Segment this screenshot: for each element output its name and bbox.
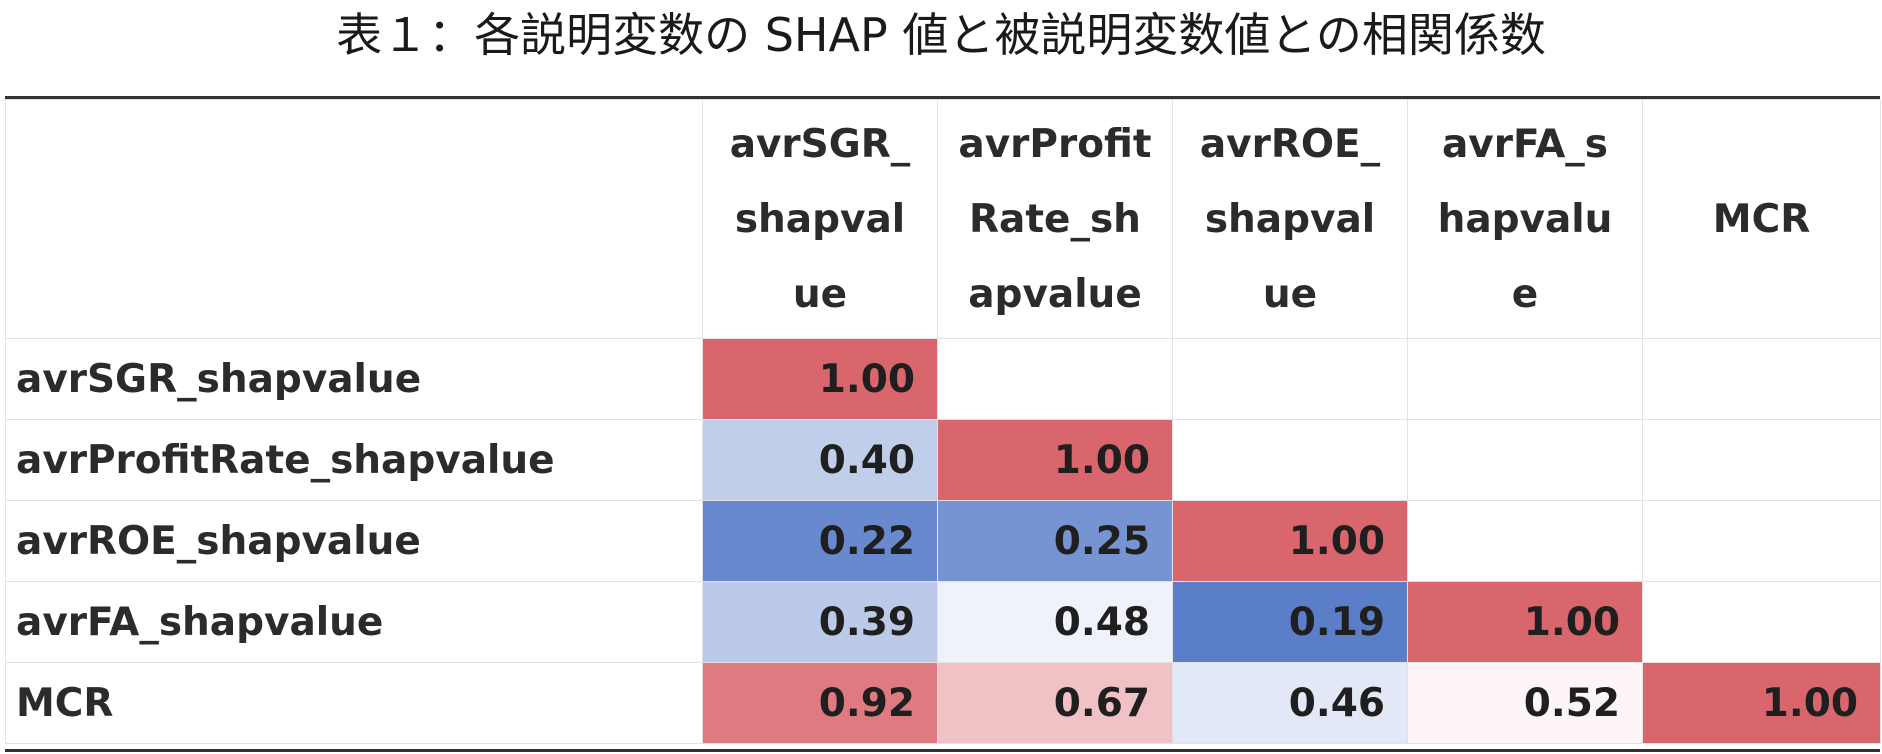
table-row: avrSGR_shapvalue 1.00	[5, 338, 1881, 420]
heatmap-cell: 0.22	[702, 500, 938, 582]
empty-cell	[1172, 419, 1408, 501]
heatmap-cell: 0.40	[702, 419, 938, 501]
header-row: avrSGR_ shapval ue avrProfit Rate_sh apva…	[5, 99, 1881, 339]
empty-cell	[1407, 500, 1643, 582]
bottom-rule	[5, 749, 1880, 752]
heatmap-cell: 0.92	[702, 662, 938, 744]
empty-cell	[1172, 338, 1408, 420]
heatmap-cell: 0.52	[1407, 662, 1643, 744]
correlation-heatmap: avrSGR_ shapval ue avrProfit Rate_sh apva…	[5, 99, 1881, 744]
row-header: avrSGR_shapvalue	[5, 338, 703, 420]
empty-cell	[1407, 338, 1643, 420]
top-rule	[5, 96, 1880, 99]
heatmap-cell: 0.25	[937, 500, 1173, 582]
table-row: avrProfitRate_shapvalue 0.40 1.00	[5, 419, 1881, 501]
row-header: MCR	[5, 662, 703, 744]
heatmap-cell: 1.00	[1407, 581, 1643, 663]
heatmap-cell: 0.39	[702, 581, 938, 663]
row-header: avrROE_shapvalue	[5, 500, 703, 582]
heatmap-cell: 1.00	[1172, 500, 1408, 582]
heatmap-cell: 1.00	[937, 419, 1173, 501]
heatmap-cell: 0.46	[1172, 662, 1408, 744]
correlation-table: avrSGR_ shapval ue avrProfit Rate_sh apva…	[5, 96, 1881, 752]
column-header: avrSGR_ shapval ue	[702, 99, 938, 339]
table-row: MCR 0.92 0.67 0.46 0.52 1.00	[5, 662, 1881, 744]
heatmap-cell: 1.00	[1642, 662, 1881, 744]
heatmap-cell: 0.67	[937, 662, 1173, 744]
table-caption: 表１：各説明変数の SHAP 値と被説明変数値との相関係数	[336, 8, 1546, 62]
empty-cell	[1642, 500, 1881, 582]
table-row: avrROE_shapvalue 0.22 0.25 1.00	[5, 500, 1881, 582]
empty-cell	[1642, 419, 1881, 501]
corner-cell	[5, 99, 703, 339]
heatmap-cell: 0.19	[1172, 581, 1408, 663]
empty-cell	[1642, 338, 1881, 420]
heatmap-cell: 1.00	[702, 338, 938, 420]
row-header: avrFA_shapvalue	[5, 581, 703, 663]
column-header: MCR	[1642, 99, 1881, 339]
table-row: avrFA_shapvalue 0.39 0.48 0.19 1.00	[5, 581, 1881, 663]
row-header: avrProfitRate_shapvalue	[5, 419, 703, 501]
empty-cell	[1642, 581, 1881, 663]
column-header: avrROE_ shapval ue	[1172, 99, 1408, 339]
column-header: avrFA_s hapvalu e	[1407, 99, 1643, 339]
column-header: avrProfit Rate_sh apvalue	[937, 99, 1173, 339]
empty-cell	[937, 338, 1173, 420]
empty-cell	[1407, 419, 1643, 501]
heatmap-cell: 0.48	[937, 581, 1173, 663]
